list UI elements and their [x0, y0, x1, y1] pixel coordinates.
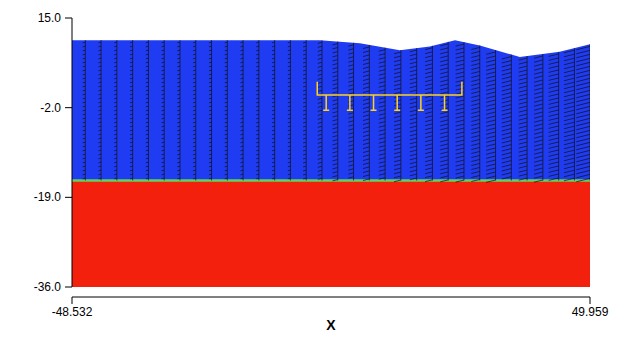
x-axis-title: X — [326, 317, 336, 333]
y-tick — [65, 287, 72, 288]
girder — [442, 95, 448, 110]
y-tick — [65, 18, 72, 19]
velocity-column — [225, 40, 228, 180]
girder — [418, 95, 424, 110]
bed-area — [72, 180, 590, 287]
velocity-column — [98, 40, 101, 180]
x-tick — [72, 297, 73, 304]
y-tick — [65, 197, 72, 198]
velocity-column — [471, 45, 479, 181]
velocity-column — [379, 48, 385, 181]
velocity-column — [456, 42, 464, 182]
velocity-column — [534, 54, 543, 182]
x-axis — [72, 297, 590, 298]
girder — [347, 95, 353, 110]
velocity-column — [303, 40, 306, 180]
velocity-column — [576, 44, 590, 181]
bed-interface — [72, 179, 590, 182]
girder — [323, 95, 329, 110]
velocity-column — [549, 52, 559, 181]
velocity-column — [114, 40, 117, 180]
y-tick-label: -36.0 — [34, 280, 62, 294]
x-tick-label: -48.532 — [52, 305, 93, 319]
velocity-column — [348, 43, 353, 181]
plot-area — [72, 40, 590, 287]
velocity-column — [146, 40, 149, 180]
girder — [394, 95, 400, 110]
velocity-column — [288, 40, 291, 180]
y-axis — [72, 18, 73, 287]
velocity-column — [256, 40, 259, 180]
structure — [317, 82, 462, 110]
x-tick-label: 49.959 — [572, 305, 609, 319]
velocity-column — [240, 40, 243, 180]
velocity-column — [440, 42, 448, 182]
velocity-column — [318, 40, 322, 180]
velocity-column — [83, 40, 86, 180]
velocity-column — [193, 40, 196, 180]
chart: 15.0 -2.0 -19.0 -36.0 -48.532 49.959 X — [0, 0, 627, 338]
velocity-column — [410, 48, 417, 180]
velocity-column — [272, 40, 275, 180]
x-tick — [590, 297, 591, 304]
velocity-column — [425, 46, 432, 182]
velocity-column — [519, 56, 527, 180]
velocity-column — [486, 50, 495, 182]
velocity-column — [209, 40, 212, 180]
velocity-column — [162, 40, 165, 180]
y-tick-label: -2.0 — [40, 101, 61, 115]
velocity-column — [564, 48, 575, 181]
y-tick-label: -19.0 — [34, 190, 62, 204]
water-area — [72, 40, 590, 287]
velocity-column — [363, 45, 369, 181]
y-tick — [65, 107, 72, 108]
velocity-column — [130, 40, 133, 180]
y-tick-label: 15.0 — [38, 11, 62, 25]
deck — [317, 82, 462, 95]
velocity-column — [177, 40, 180, 180]
velocity-column — [394, 50, 401, 182]
velocity-column — [502, 55, 511, 181]
velocity-column — [333, 42, 338, 181]
girder — [371, 95, 377, 110]
